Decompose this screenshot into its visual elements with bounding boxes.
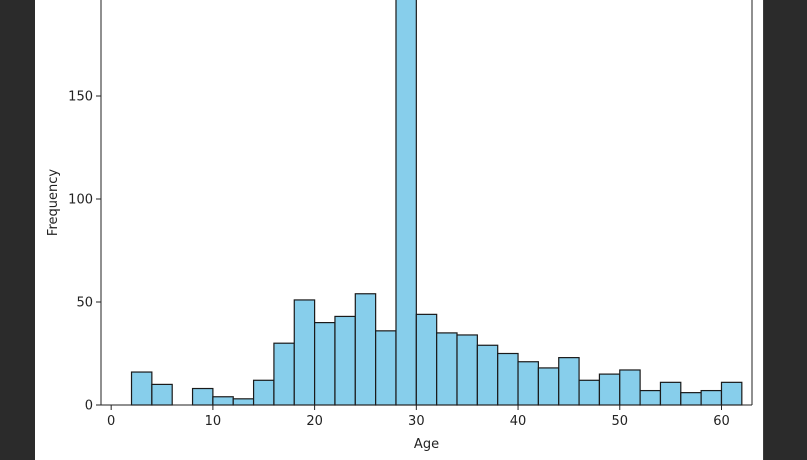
histogram-bar-24-26 [354,293,377,406]
histogram-bar-2-4 [130,371,153,406]
histogram-bar-52-54 [639,389,662,406]
histogram-bar-4-6 [151,383,173,406]
histogram-bar-12-14 [232,398,255,406]
histogram-bar-42-44 [537,367,560,406]
histogram-bar-28-30 [395,0,417,406]
histogram-bar-14-16 [252,379,275,406]
histogram-bar-38-40 [497,352,519,406]
histogram-bar-30-32 [415,313,438,406]
histogram-bar-16-18 [273,342,295,406]
histogram-bar-48-50 [598,373,621,406]
histogram-bar-18-20 [293,299,316,406]
x-tick-label-50: 50 [611,414,628,429]
y-tick-label-100: 100 [68,193,93,208]
histogram-bar-50-52 [619,369,641,406]
x-axis-label: Age [414,437,439,452]
histogram-bar-58-60 [700,389,723,406]
right-window-edge [763,0,807,460]
y-tick-label-50: 50 [76,296,93,311]
y-tick-label-150: 150 [68,90,93,105]
chart-figure: 0 10 20 30 40 50 60 0 50 100 150 Age Frequency [35,0,763,460]
histogram-bar-32-34 [436,332,458,406]
x-tick-label-30: 30 [408,414,425,429]
bars-group [130,0,743,406]
histogram-bar-36-38 [476,344,499,406]
x-tick-label-10: 10 [205,414,222,429]
x-tick-label-40: 40 [510,414,527,429]
histogram-bar-10-12 [212,396,234,406]
histogram-bar-26-28 [375,330,397,406]
histogram-bar-44-46 [558,357,580,406]
histogram-bar-60-62 [720,381,743,406]
axes-group: 0 10 20 30 40 50 60 0 50 100 150 [68,0,753,429]
histogram-bar-40-42 [517,361,539,406]
histogram-bar-34-36 [456,334,478,406]
histogram-bar-56-58 [680,392,702,406]
y-tick-label-0: 0 [85,399,93,414]
window-divider [763,0,764,460]
y-axis-label: Frequency [46,169,61,236]
histogram-bar-54-56 [659,381,682,406]
histogram-bar-20-22 [314,322,336,406]
x-tick-label-60: 60 [713,414,730,429]
x-tick-label-20: 20 [306,414,323,429]
x-tick-label-0: 0 [107,414,115,429]
histogram-bar-22-24 [334,315,356,406]
left-window-edge [0,0,35,460]
histogram-chart: 0 10 20 30 40 50 60 0 50 100 150 Age Frequency [46,0,753,452]
histogram-bar-8-10 [191,387,214,406]
histogram-bar-46-48 [578,379,601,406]
